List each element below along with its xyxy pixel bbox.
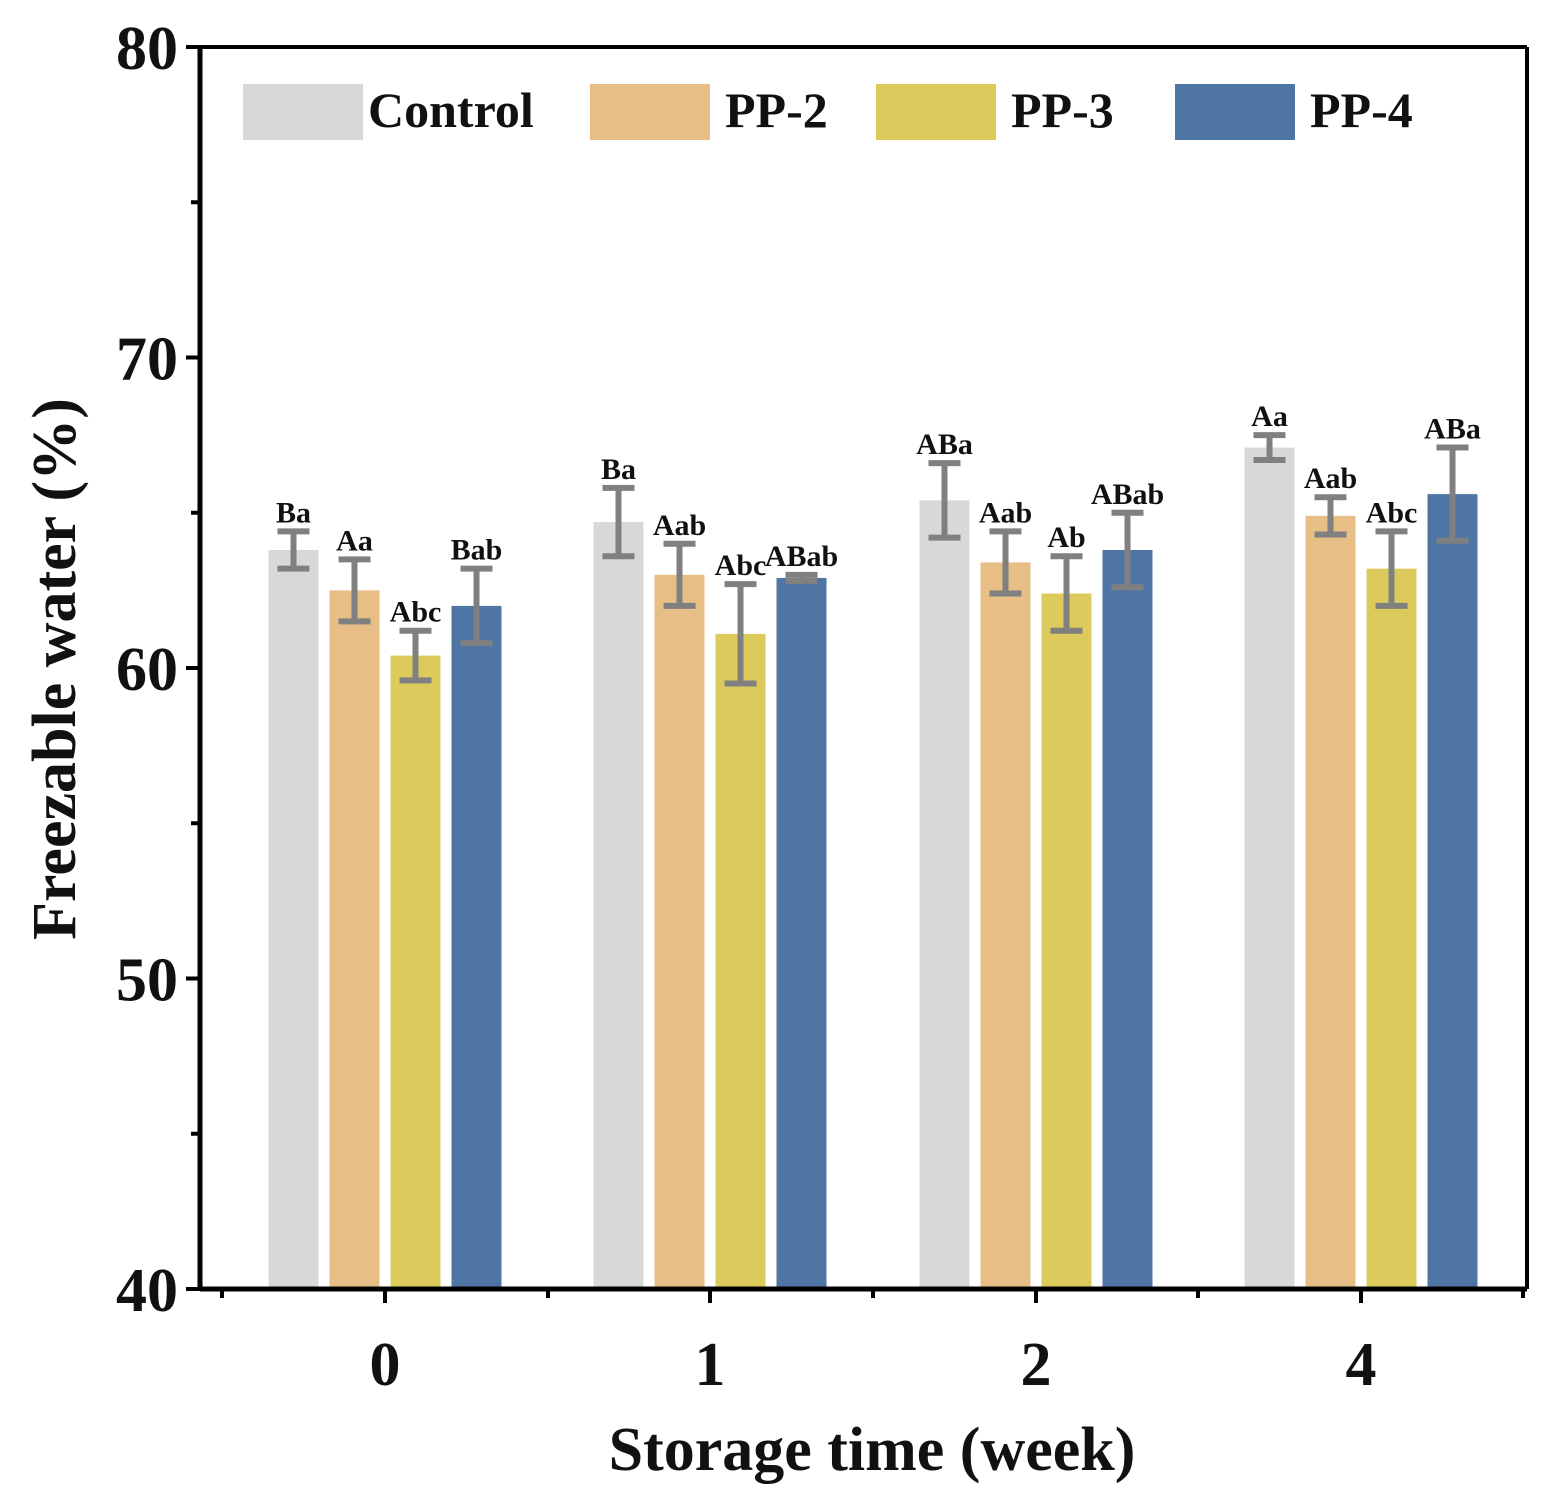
legend-swatch [876,84,996,140]
bars-layer [268,447,1478,1290]
legend-swatch [1175,84,1295,140]
significance-label: Abc [390,596,442,629]
legend-swatch [243,84,363,140]
bar [1102,550,1153,1289]
significance-label: Bab [451,534,503,567]
y-axis-title: Freezable water (%) [21,398,89,940]
bar [1305,515,1356,1289]
bar [1427,494,1478,1289]
bar [593,522,644,1289]
y-tick-label: 40 [116,1257,178,1325]
significance-label: Abc [715,549,767,582]
bar [980,562,1031,1289]
legend-item: PP-4 [1175,82,1413,140]
y-tick-label: 50 [116,947,178,1015]
legend-item: Control [243,82,534,140]
significance-label: Ba [601,453,636,486]
error-bar [785,571,818,585]
error-bar [928,460,961,541]
bar [654,574,705,1289]
significance-label: ABab [1091,478,1164,511]
bar [451,605,502,1289]
x-tick-label: 2 [1021,1331,1052,1399]
x-tick-label: 0 [370,1331,401,1399]
legend-label: PP-4 [1310,82,1413,138]
significance-label: Aa [336,524,373,557]
x-axis-title: Storage time (week) [609,1416,1136,1484]
error-bar [989,528,1022,597]
y-tick-label: 80 [116,15,178,83]
bar [715,633,766,1289]
error-bar [1253,432,1286,463]
significance-label: ABab [765,540,838,573]
axes-layer: 40 50 60 70 80 0 1 2 4 [116,15,1529,1399]
y-tick-label: 70 [116,326,178,394]
legend-item: PP-2 [590,82,828,140]
bar [776,577,827,1289]
error-bar [1111,509,1144,591]
error-bar [602,484,635,560]
error-bars-layer [277,432,1469,687]
error-bar [1314,494,1347,538]
legend: Control PP-2 PP-3 PP-4 [243,82,1413,140]
significance-label: Aa [1251,400,1288,433]
bar [268,550,319,1289]
significance-label: Aab [979,496,1032,529]
error-bar [399,627,432,684]
error-bar [277,528,310,572]
x-tick-label: 1 [695,1331,726,1399]
bar [1366,568,1417,1289]
significance-label: Ab [1047,521,1085,554]
error-bar [1436,444,1469,544]
significance-label: Aab [653,509,706,542]
y-tick-label: 60 [116,636,178,704]
error-bar [1050,553,1083,634]
error-bar [724,581,757,687]
significance-label: Ba [276,496,311,529]
legend-label: Control [368,82,534,138]
error-bar [663,540,696,609]
significance-label: ABa [916,428,973,461]
legend-item: PP-3 [876,82,1114,140]
error-bar [1375,528,1408,609]
significance-label: ABa [1424,413,1481,446]
x-tick-label: 4 [1346,1331,1377,1399]
bar [390,655,441,1289]
legend-swatch [590,84,710,140]
bar [1244,447,1295,1289]
legend-label: PP-3 [1011,82,1114,138]
significance-labels-layer: BaAaAbcBabBaAabAbcABabABaAabAbABabAaAabA… [276,400,1481,629]
significance-label: Abc [1366,496,1418,529]
bar [329,590,380,1289]
bar [919,500,970,1290]
bar [1041,593,1092,1289]
error-bar [338,556,371,625]
error-bar [460,565,493,647]
legend-label: PP-2 [725,82,828,138]
significance-label: Aab [1304,462,1357,495]
